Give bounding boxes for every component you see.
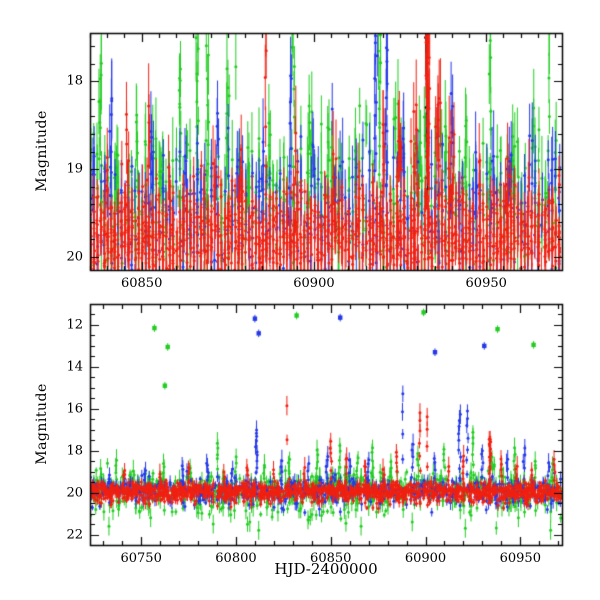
x-axis-label: HJD-2400000 [274, 560, 378, 578]
y-axis-label-bottom: Magnitude [34, 383, 50, 465]
y-axis-label-top: Magnitude [34, 110, 50, 192]
